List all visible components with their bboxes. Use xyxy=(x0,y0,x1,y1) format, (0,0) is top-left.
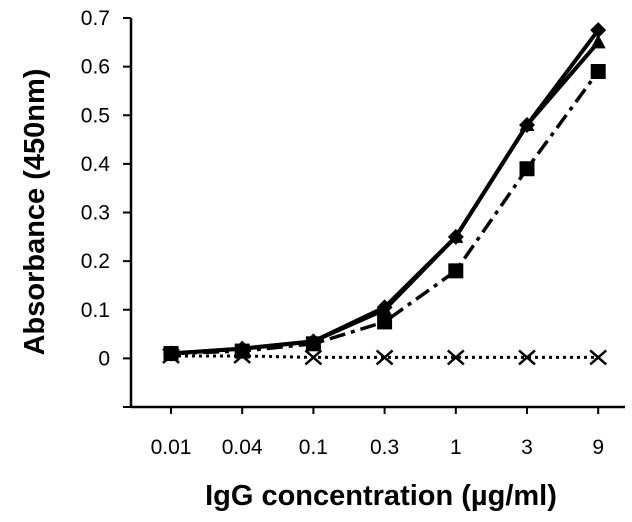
x-tick-label: 3 xyxy=(521,436,533,459)
data-point-triangle xyxy=(519,116,535,131)
data-point-square xyxy=(234,343,250,359)
data-point-square xyxy=(305,336,321,352)
y-tick-label: 0.5 xyxy=(81,104,110,127)
y-tick-label: 0.4 xyxy=(81,153,111,176)
data-point-triangle xyxy=(448,228,464,243)
data-point-x xyxy=(375,349,394,366)
y-tick-label: 0 xyxy=(98,347,110,370)
x-tick-label: 0.1 xyxy=(299,436,328,459)
y-tick-label: 0.2 xyxy=(81,250,110,273)
data-point-square xyxy=(448,263,464,279)
y-tick-label: 0.1 xyxy=(81,299,110,322)
data-point-x xyxy=(304,349,323,366)
x-tick-label: 0.01 xyxy=(151,436,192,459)
x-tick-label: 9 xyxy=(592,436,604,459)
y-axis-title: Absorbance (450nm) xyxy=(19,69,51,356)
y-tick-label: 0.7 xyxy=(81,7,110,30)
data-point-x xyxy=(233,348,252,364)
y-tick-label: 0.6 xyxy=(81,56,110,79)
data-point-square xyxy=(377,314,393,330)
x-axis-ticks: 0.01 0.04 0.1 0.3 1 3 9 xyxy=(151,407,604,459)
data-point-triangle xyxy=(590,34,606,49)
data-point-x xyxy=(162,348,180,364)
x-tick-label: 0.04 xyxy=(222,436,263,459)
x-axis-title: IgG concentration (µg/ml) xyxy=(205,480,557,512)
data-point-x xyxy=(446,349,465,366)
x-tick-label: 0.3 xyxy=(370,436,399,459)
data-point-square xyxy=(163,346,179,362)
data-point-square xyxy=(519,161,535,177)
data-point-x xyxy=(518,349,536,366)
data-point-x xyxy=(589,349,608,366)
x-tick-label: 1 xyxy=(450,436,462,459)
y-axis-ticks: 0 0.1 0.2 0.3 0.4 0.5 0.6 0.7 xyxy=(81,7,131,408)
data-point-square xyxy=(590,63,606,79)
plot-markers xyxy=(162,22,608,366)
data-point-triangle xyxy=(377,301,393,316)
y-tick-label: 0.3 xyxy=(81,202,110,225)
data-point-diamond xyxy=(590,22,607,39)
